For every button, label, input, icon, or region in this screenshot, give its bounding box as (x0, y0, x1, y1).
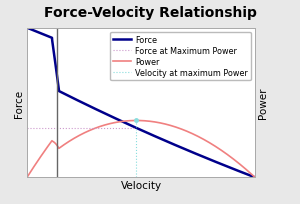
Power (37, 159, 40, 161)
Force (136, 128, 140, 130)
Power (253, 176, 257, 179)
Force (37, 32, 40, 34)
Power (247, 170, 250, 173)
Line: Power: Power (27, 121, 255, 177)
Force (253, 176, 257, 179)
Force (247, 174, 250, 176)
Legend: Force, Force at Maximum Power, Power, Velocity at maximum Power: Force, Force at Maximum Power, Power, Ve… (110, 33, 251, 81)
Power (130, 120, 134, 122)
Line: Force: Force (27, 29, 255, 177)
Power (25, 176, 29, 179)
Y-axis label: Force: Force (14, 89, 24, 117)
Force (25, 27, 29, 30)
Power (136, 120, 140, 122)
Power (205, 140, 208, 143)
Power (135, 120, 138, 122)
X-axis label: Velocity: Velocity (120, 180, 162, 190)
Force (247, 174, 250, 176)
Force (205, 157, 208, 160)
Force (130, 125, 134, 128)
Power (247, 170, 250, 173)
Y-axis label: Power: Power (258, 87, 268, 119)
Text: Force-Velocity Relationship: Force-Velocity Relationship (44, 6, 256, 20)
